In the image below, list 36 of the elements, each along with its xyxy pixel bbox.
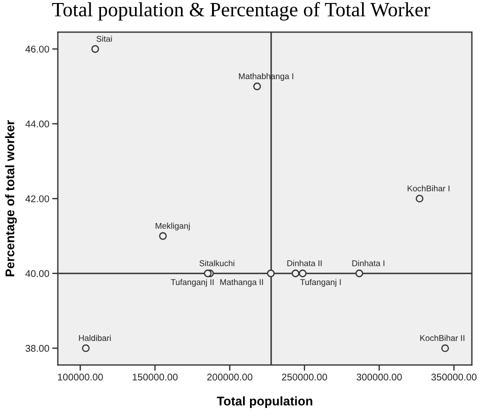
y-tick-label: 46.00 [25, 46, 50, 53]
y-tick-label: 38.00 [26, 344, 50, 352]
point [292, 270, 300, 278]
y-tick-label: 40.00 [25, 270, 50, 278]
point [253, 82, 261, 90]
point [266, 270, 275, 278]
annotation: Dinhata I [352, 260, 384, 266]
annotation: Tufanganj II [170, 278, 214, 287]
annotation: Dinhata II [287, 260, 322, 266]
x-tick-label: 100000.00 [58, 374, 103, 381]
annotation: Mekliganj [156, 222, 190, 230]
point [416, 194, 424, 202]
annotation: Tufanganj I [300, 278, 341, 287]
annotation: KochBihar I [408, 185, 450, 192]
annotation: Mathanga II [220, 278, 263, 287]
point [204, 270, 212, 278]
x-tick-label: 300000.00 [356, 374, 402, 381]
point [298, 270, 307, 278]
annotation: KochBihar II [420, 334, 464, 341]
x-tick-label: 150000.00 [132, 374, 178, 381]
point [441, 344, 449, 352]
y-axis-title: Percentage of total worker [5, 120, 17, 276]
annotation: Haldibari [79, 334, 111, 341]
annotation: Sitalkuchi [199, 260, 234, 266]
x-tick-label: 350000.00 [431, 374, 477, 381]
x-axis-title: Total population [216, 396, 312, 408]
point [82, 344, 90, 352]
point [91, 45, 100, 53]
chart-title: Total population & Percentage of Total Worker [52, 2, 430, 21]
annotation: Sitai [96, 36, 112, 42]
x-tick-label: 200000.00 [207, 374, 252, 381]
y-tick-label: 44.00 [25, 120, 50, 128]
point [159, 232, 167, 240]
x-tick-label: 250000.00 [282, 374, 328, 381]
y-tick-label: 42.00 [25, 195, 50, 202]
point [355, 270, 364, 278]
